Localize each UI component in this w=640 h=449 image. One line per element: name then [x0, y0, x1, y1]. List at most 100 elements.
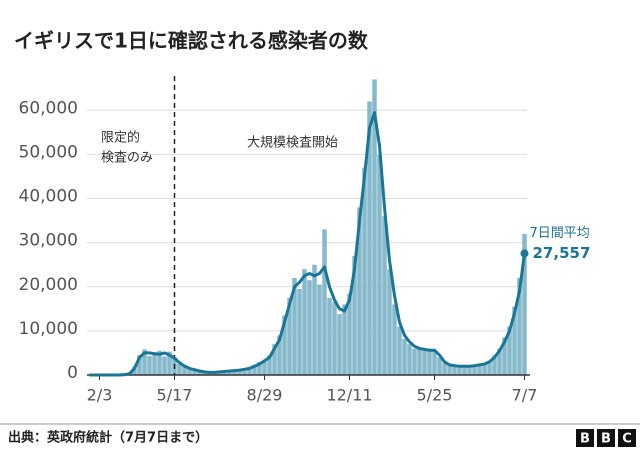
bar — [137, 355, 142, 375]
bar — [382, 216, 387, 375]
bar — [322, 229, 327, 375]
bar — [432, 351, 437, 375]
bar — [477, 363, 482, 375]
bar — [177, 363, 182, 375]
source: 出典：英政府統計（7月7日まで） — [8, 430, 208, 446]
bar — [247, 367, 252, 375]
bar — [287, 297, 292, 375]
bar — [237, 369, 242, 375]
bar — [297, 288, 302, 375]
bar — [307, 280, 312, 375]
logo-box — [597, 429, 615, 447]
average-line — [89, 111, 526, 377]
bar — [182, 364, 187, 375]
bar — [427, 348, 432, 375]
bar — [452, 366, 457, 375]
series-label: 7日間平均 — [530, 226, 590, 241]
bar — [162, 356, 167, 375]
bar — [232, 371, 237, 375]
bar — [242, 368, 247, 375]
bar — [392, 304, 397, 375]
x-tick-label: 5/25 — [417, 386, 453, 405]
bar — [362, 167, 367, 375]
bar — [357, 207, 362, 375]
bar — [447, 365, 452, 375]
x-tick-label: 2/3 — [87, 386, 113, 405]
bar — [282, 315, 287, 375]
chart-title: イギリスで1日に確認される感染者の数 — [14, 29, 369, 53]
bar — [457, 365, 462, 375]
value-label: 27,557 — [533, 244, 591, 262]
logo-letter: B — [580, 432, 590, 447]
bar — [257, 362, 262, 375]
bar — [377, 154, 382, 375]
bar — [437, 357, 442, 375]
annotation: 限定的 — [101, 130, 140, 146]
bar — [347, 293, 352, 375]
bar — [267, 355, 272, 375]
bar — [352, 255, 357, 375]
bar — [402, 338, 407, 375]
bar — [417, 347, 422, 375]
logo-letter: B — [601, 432, 611, 447]
logo-box — [618, 429, 636, 447]
bar — [302, 269, 307, 375]
bar — [167, 351, 172, 375]
annotation: 大規模検査開始 — [247, 136, 338, 151]
bar — [332, 302, 337, 375]
bar — [502, 337, 507, 375]
y-tick-label: 20,000 — [19, 275, 78, 295]
bar — [407, 344, 412, 375]
y-tick-label: 30,000 — [19, 231, 78, 251]
bar — [517, 277, 522, 375]
bar — [277, 335, 282, 375]
bar — [467, 365, 472, 375]
y-tick-label: 40,000 — [19, 187, 78, 207]
logo-letter: C — [622, 432, 632, 447]
bar — [317, 284, 322, 375]
bar — [197, 370, 202, 375]
bar — [292, 277, 297, 375]
annotation: 検査のみ — [101, 151, 153, 166]
bar — [367, 101, 372, 376]
bar — [312, 264, 317, 375]
bar — [192, 369, 197, 375]
bar — [497, 348, 502, 375]
bar — [222, 371, 227, 375]
bar — [337, 314, 342, 375]
bar — [487, 360, 492, 375]
bar — [472, 366, 477, 375]
x-tick-label: 8/29 — [247, 386, 283, 405]
bar — [492, 355, 497, 375]
logo-box — [576, 429, 594, 447]
bar — [272, 344, 277, 375]
y-tick-label: 50,000 — [19, 142, 78, 162]
bar — [372, 79, 377, 375]
y-tick-label: 0 — [67, 363, 78, 383]
bar — [227, 370, 232, 375]
bar — [522, 233, 527, 375]
bar — [147, 356, 152, 375]
bar — [187, 367, 192, 375]
average-point — [520, 249, 529, 258]
bar — [342, 304, 347, 375]
bar — [142, 349, 147, 375]
bar — [327, 297, 332, 375]
bar — [482, 364, 487, 375]
bar — [132, 366, 137, 375]
x-tick-label: 5/17 — [157, 386, 193, 405]
bar — [507, 326, 512, 375]
bar — [387, 269, 392, 375]
bar — [397, 326, 402, 375]
bar — [422, 350, 427, 375]
bar — [262, 359, 267, 375]
bar — [412, 348, 417, 375]
x-tick-label: 7/7 — [512, 386, 538, 405]
bar — [157, 350, 162, 375]
bar — [442, 363, 447, 375]
bar — [152, 352, 157, 375]
y-tick-label: 10,000 — [19, 319, 78, 339]
bar — [252, 364, 257, 375]
